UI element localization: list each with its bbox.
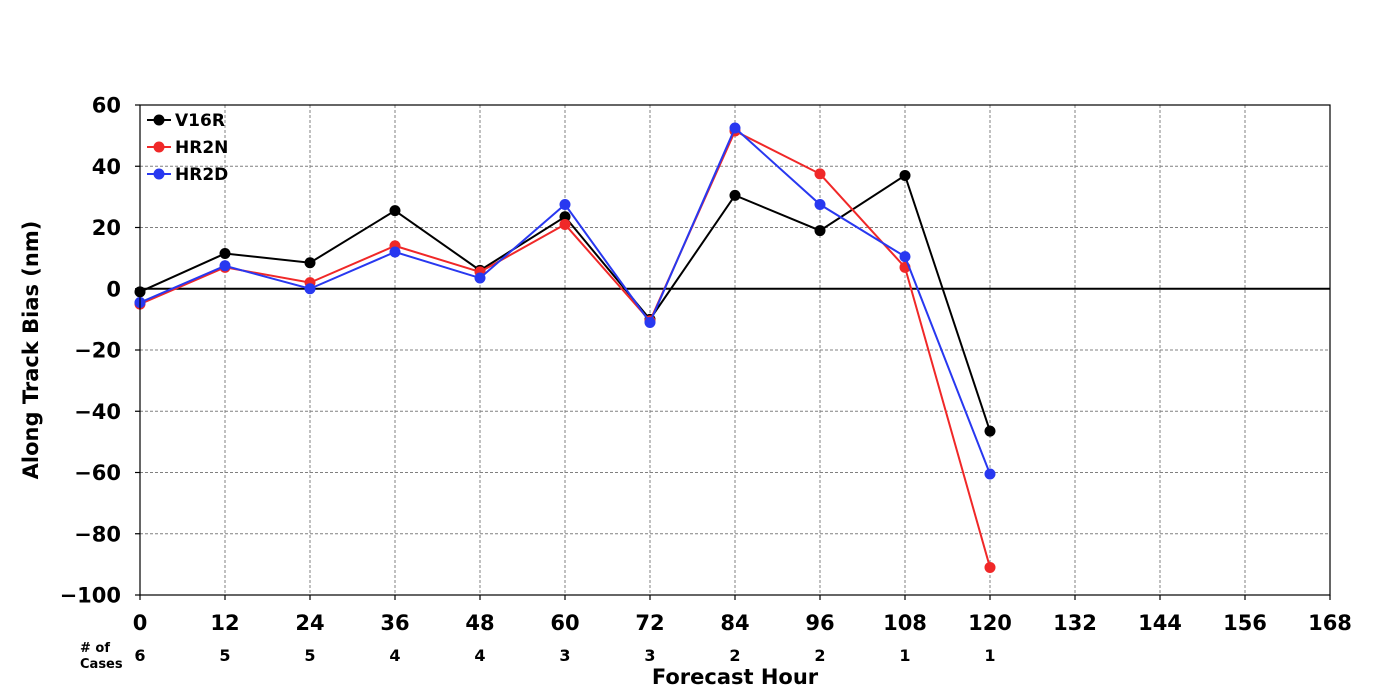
x-tick-label: 96 [805,611,834,635]
cases-row: # of Cases 6 5 5 4 4 3 3 2 2 1 1 [80,641,996,672]
case-count: 2 [729,646,740,665]
legend-item-hr2d: HR2D [147,165,228,185]
data-point [899,251,911,263]
case-count: 3 [644,646,655,665]
data-point [304,283,316,295]
legend-label: HR2N [175,138,228,158]
x-tick-label: 72 [635,611,664,635]
data-point [559,211,571,223]
x-tick-label: 168 [1308,611,1352,635]
legend-label: HR2D [175,165,228,185]
legend: V16R HR2N HR2D [147,111,228,185]
data-point [644,316,656,328]
y-tick-label: −100 [60,584,121,608]
data-point [729,189,741,201]
case-count: 4 [474,646,485,665]
legend-item-v16r: V16R [147,111,225,131]
data-point [899,169,911,181]
x-axis: 0 12 24 36 48 60 72 84 96 108 120 132 144 156 168 [133,595,1352,635]
data-point [389,205,401,217]
case-count: 1 [984,646,995,665]
case-count: 2 [814,646,825,665]
x-axis-title: Forecast Hour [652,665,819,689]
x-tick-label: 120 [968,611,1012,635]
y-axis-title: Along Track Bias (nm) [19,221,43,480]
data-point [389,246,401,258]
legend-swatch-marker [153,114,165,126]
case-count: 4 [389,646,400,665]
data-point [474,272,486,284]
y-tick-label: 0 [106,277,121,301]
x-tick-label: 144 [1138,611,1182,635]
data-point [559,218,571,230]
cases-title-line-1: # of [80,641,110,656]
x-tick-label: 36 [380,611,409,635]
data-point [304,257,316,269]
x-tick-label: 12 [210,611,239,635]
case-count: 5 [304,646,315,665]
legend-label: V16R [175,111,225,131]
y-axis: 60 40 20 0 −20 −40 −60 −80 −100 [60,94,140,608]
case-count: 5 [219,646,230,665]
legend-item-hr2n: HR2N [147,138,228,158]
cases-title-line-2: Cases [80,657,123,672]
y-tick-label: 40 [92,155,121,179]
x-tick-label: 60 [550,611,579,635]
x-tick-label: 156 [1223,611,1267,635]
case-count: 3 [559,646,570,665]
data-point [814,168,826,180]
y-tick-label: −40 [74,400,121,424]
data-point [219,248,231,260]
y-tick-label: 60 [92,94,121,118]
y-tick-label: −60 [74,461,121,485]
y-tick-label: 20 [92,216,121,240]
series-hr2d [134,122,996,480]
x-tick-label: 132 [1053,611,1097,635]
legend-swatch-marker [153,168,165,180]
x-tick-label: 84 [720,611,749,635]
data-point [984,425,996,437]
data-point [729,122,741,134]
data-point [984,468,996,480]
case-count: 6 [134,646,145,665]
x-tick-label: 48 [465,611,494,635]
data-point [814,225,826,237]
grid [140,105,1330,595]
y-tick-label: −20 [74,339,121,363]
x-tick-label: 24 [295,611,324,635]
y-tick-label: −80 [74,522,121,546]
case-count: 1 [899,646,910,665]
x-tick-label: 108 [883,611,927,635]
data-point [984,561,996,573]
x-tick-label: 0 [133,611,148,635]
data-point [559,199,571,211]
data-point [219,260,231,272]
legend-swatch-marker [153,141,165,153]
data-point [814,199,826,211]
series-group [134,122,996,573]
